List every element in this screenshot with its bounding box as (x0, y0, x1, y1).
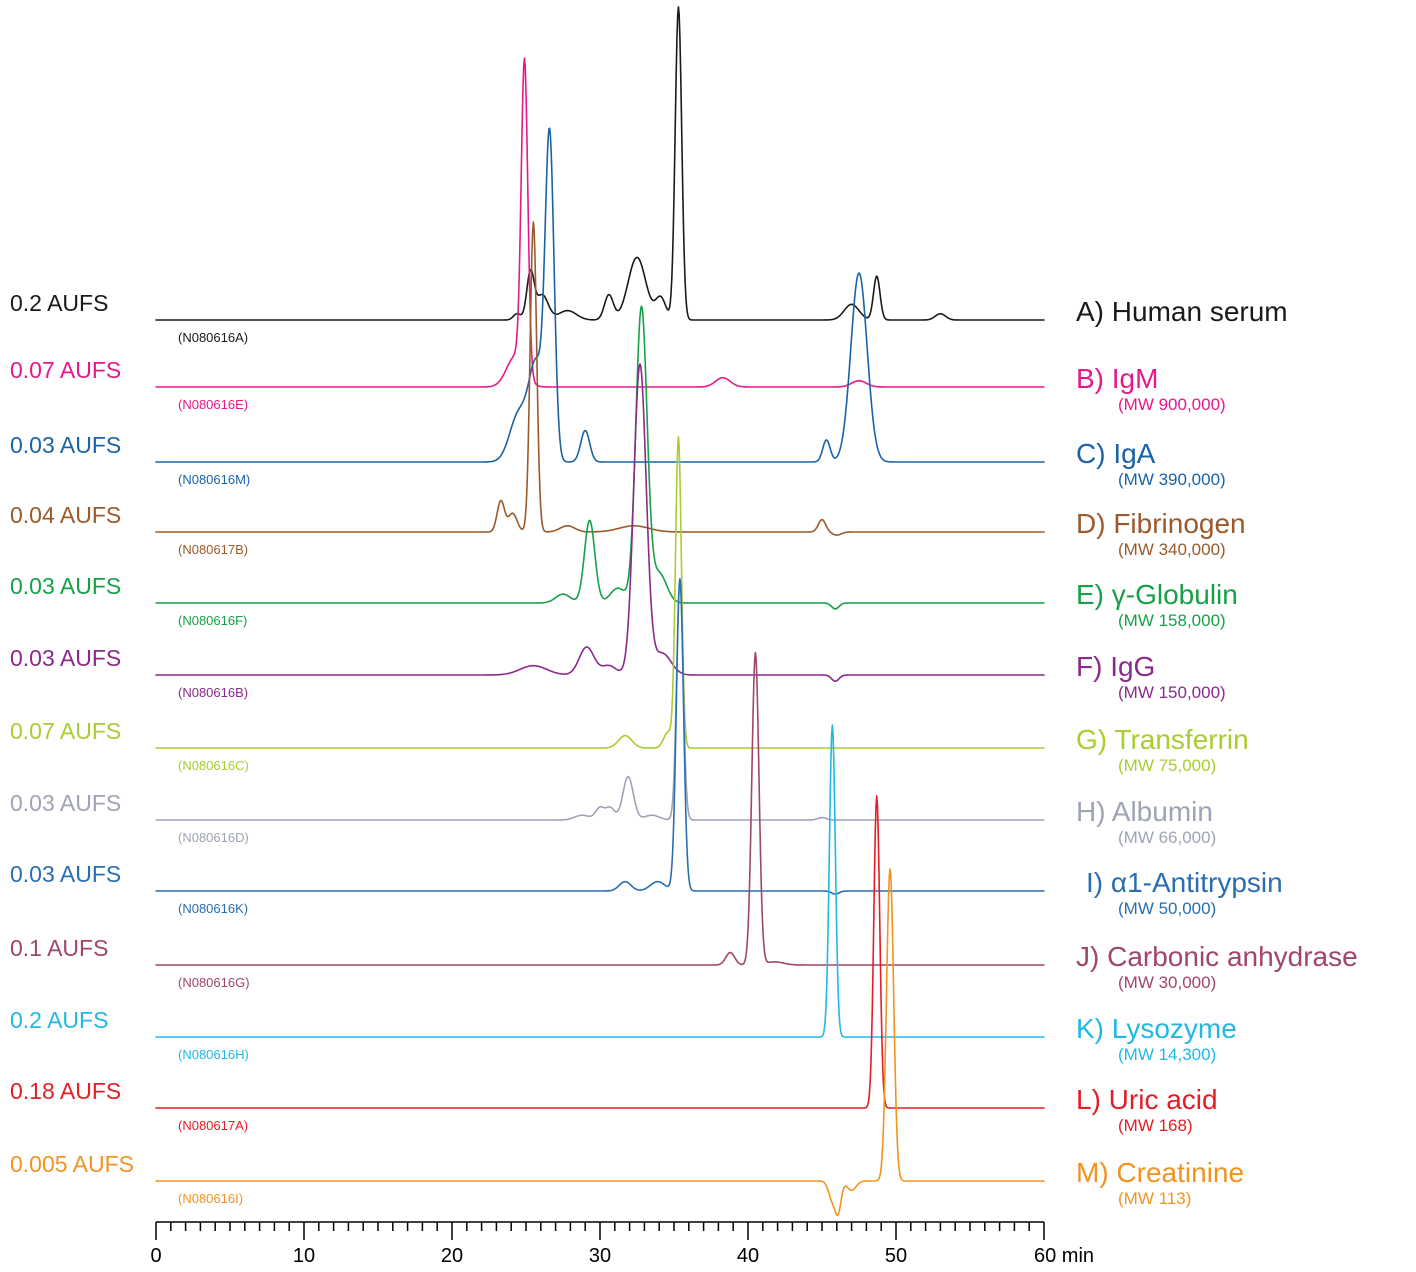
series-mw-m: (MW 113) (1118, 1189, 1191, 1208)
aufs-label-e: 0.03 AUFS (10, 573, 121, 599)
trace-g (155, 436, 1045, 749)
trace-a (155, 6, 1045, 321)
sample-code-j: (N080616G) (178, 975, 250, 990)
x-tick-label: 20 (441, 1245, 463, 1267)
sample-code-a: (N080616A) (178, 330, 248, 345)
aufs-label-f: 0.03 AUFS (10, 645, 121, 671)
series-mw-i: (MW 50,000) (1118, 899, 1216, 918)
sample-code-d: (N080617B) (178, 542, 248, 557)
series-name-l: L) Uric acid (1076, 1084, 1218, 1115)
series-name-e: E) γ-Globulin (1076, 579, 1238, 610)
aufs-label-a: 0.2 AUFS (10, 290, 108, 316)
trace-l (155, 795, 1045, 1109)
trace-i (155, 578, 1045, 895)
trace-f (155, 363, 1045, 682)
series-name-d: D) Fibrinogen (1076, 508, 1246, 539)
series-name-a: A) Human serum (1076, 296, 1288, 327)
aufs-label-g: 0.07 AUFS (10, 718, 121, 744)
sample-code-b: (N080616E) (178, 397, 248, 412)
trace-j (155, 651, 1045, 966)
trace-e (155, 305, 1045, 610)
x-tick-label: 0 (150, 1245, 161, 1267)
x-axis: 0 10 20 30 40 50 60 min (150, 1221, 1094, 1267)
series-name-c: C) IgA (1076, 438, 1156, 469)
trace-c (155, 127, 1045, 463)
series-mw-g: (MW 75,000) (1118, 756, 1216, 775)
aufs-label-m: 0.005 AUFS (10, 1151, 134, 1177)
sample-code-k: (N080616H) (178, 1047, 249, 1062)
series-mw-j: (MW 30,000) (1118, 973, 1216, 992)
x-tick-label: 10 (293, 1245, 315, 1267)
series-mw-d: (MW 340,000) (1118, 540, 1226, 559)
series-mw-h: (MW 66,000) (1118, 828, 1216, 847)
series-mw-c: (MW 390,000) (1118, 470, 1226, 489)
x-tick-label: 60 min (1034, 1245, 1094, 1267)
series-name-f: F) IgG (1076, 651, 1155, 682)
series-mw-l: (MW 168) (1118, 1116, 1193, 1135)
x-tick-label: 50 (885, 1245, 907, 1267)
series-name-g: G) Transferrin (1076, 724, 1249, 755)
aufs-labels: 0.2 AUFS (N080616A) 0.07 AUFS (N080616E) 0.0… (10, 290, 250, 1206)
aufs-label-d: 0.04 AUFS (10, 502, 121, 528)
series-mw-e: (MW 158,000) (1118, 611, 1226, 630)
sample-code-g: (N080616C) (178, 758, 249, 773)
trace-b (155, 57, 1045, 388)
series-mw-f: (MW 150,000) (1118, 683, 1226, 702)
trace-d (155, 221, 1045, 536)
sample-code-m: (N080616I) (178, 1191, 243, 1206)
sample-code-c: (N080616M) (178, 472, 250, 487)
series-name-k: K) Lysozyme (1076, 1013, 1237, 1044)
series-name-h: H) Albumin (1076, 796, 1213, 827)
x-tick-label: 30 (589, 1245, 611, 1267)
sample-code-e: (N080616F) (178, 613, 247, 628)
series-name-j: J) Carbonic anhydrase (1076, 941, 1358, 972)
series-mw-b: (MW 900,000) (1118, 395, 1226, 414)
trace-k (155, 724, 1045, 1038)
series-name-i: I) α1-Antitrypsin (1086, 867, 1283, 898)
aufs-label-i: 0.03 AUFS (10, 861, 121, 887)
aufs-label-j: 0.1 AUFS (10, 935, 108, 961)
aufs-label-k: 0.2 AUFS (10, 1007, 108, 1033)
sample-code-l: (N080617A) (178, 1118, 248, 1133)
series-name-b: B) IgM (1076, 363, 1158, 394)
sample-code-i: (N080616K) (178, 901, 248, 916)
series-mw-k: (MW 14,300) (1118, 1045, 1216, 1064)
series-name-m: M) Creatinine (1076, 1157, 1244, 1188)
aufs-label-l: 0.18 AUFS (10, 1078, 121, 1104)
trace-h (155, 578, 1045, 821)
trace-m (155, 868, 1045, 1217)
aufs-label-h: 0.03 AUFS (10, 790, 121, 816)
aufs-label-b: 0.07 AUFS (10, 357, 121, 383)
sample-code-f: (N080616B) (178, 685, 248, 700)
x-tick-label: 40 (737, 1245, 759, 1267)
sample-code-h: (N080616D) (178, 830, 249, 845)
aufs-label-c: 0.03 AUFS (10, 432, 121, 458)
chromatogram-traces (155, 6, 1045, 1217)
